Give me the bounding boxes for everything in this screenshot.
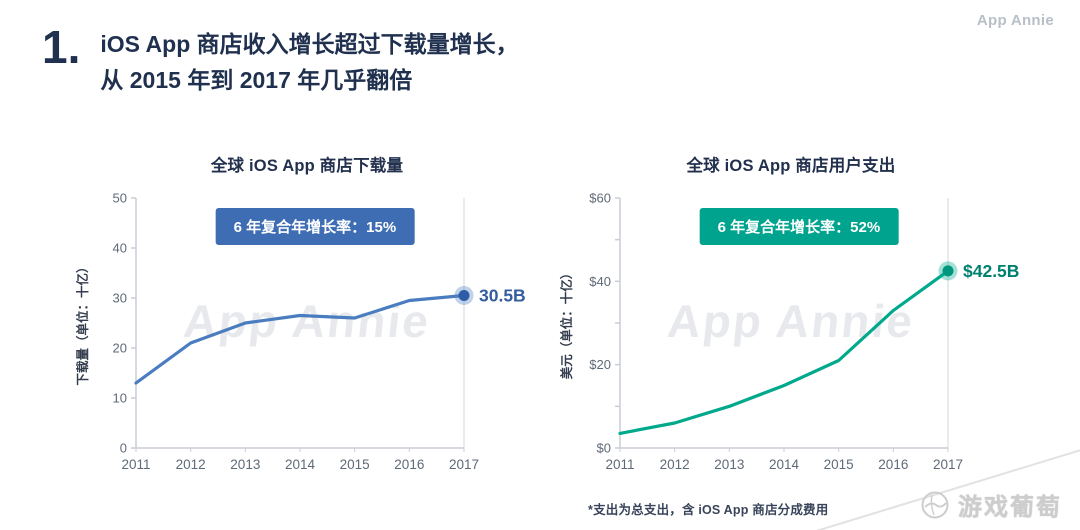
downloads-line-chart-svg: 0 10 20 30 40 50 2011 2012 2013 2014 2015 2016 2017 下… [75,191,526,473]
cagr-badge-spend: 6 年复合年增长率：52% [699,208,899,245]
slide-number: 1. [42,21,81,73]
page-title: iOS App 商店收入增长超过下载量增长， 从 2015 年到 2017 年几… [100,26,518,98]
downloads-chart-body: App Annie 6 年复合年增长率：15% 0 10 20 30 40 50 2011 2… [72,184,542,484]
svg-text:2012: 2012 [660,457,690,472]
svg-text:40: 40 [113,241,127,256]
svg-text:20: 20 [113,341,127,356]
charts-row: 全球 iOS App 商店下载量 App Annie 6 年复合年增长率：15%… [72,152,1026,484]
spend-line-chart-svg: $0 $20 $40 $60 2011 2012 2013 2014 2015 2016 2017 美… [559,191,1019,473]
svg-text:美元（单位：十亿）: 美元（单位：十亿） [559,267,574,380]
page-title-line2: 从 2015 年到 2017 年几乎翻倍 [100,67,413,93]
svg-text:2016: 2016 [878,457,908,472]
footnote: *支出为总支出，含 iOS App 商店分成费用 [588,503,829,517]
svg-text:2015: 2015 [824,457,854,472]
svg-text:2011: 2011 [605,457,634,472]
svg-text:2011: 2011 [121,457,150,472]
svg-text:30.5B: 30.5B [479,286,526,306]
cagr-badge-downloads: 6 年复合年增长率：15% [215,208,415,245]
svg-text:2015: 2015 [340,457,370,472]
spend-chart-title: 全球 iOS App 商店用户支出 [686,157,896,175]
svg-text:2012: 2012 [176,457,206,472]
svg-text:$42.5B: $42.5B [963,261,1019,281]
svg-text:50: 50 [113,191,127,206]
spend-chart-body: App Annie 6 年复合年增长率：52% $0 $20 $40 $60 2011 2… [556,184,1026,484]
svg-text:2017: 2017 [449,457,479,472]
svg-text:$60: $60 [589,191,611,206]
svg-text:2014: 2014 [285,457,316,472]
svg-text:2013: 2013 [714,457,744,472]
svg-text:2016: 2016 [394,457,424,472]
svg-text:2017: 2017 [933,457,963,472]
svg-text:$20: $20 [589,357,611,372]
corner-logo: 游戏葡萄 [920,487,1062,522]
svg-text:$0: $0 [597,441,611,456]
corner-logo-text: 游戏葡萄 [958,494,1062,521]
svg-text:$40: $40 [589,274,611,289]
svg-text:0: 0 [120,441,127,456]
downloads-chart-title: 全球 iOS App 商店下载量 [210,157,404,175]
page-title-line1: iOS App 商店收入增长超过下载量增长， [100,31,519,57]
svg-text:10: 10 [113,391,127,406]
app-annie-logo: App Annie [976,12,1054,29]
header: 1. iOS App 商店收入增长超过下载量增长， 从 2015 年到 2017… [42,20,519,98]
svg-text:2014: 2014 [769,457,800,472]
svg-text:30: 30 [113,291,127,306]
grape-globe-icon [920,490,950,520]
svg-text:2013: 2013 [230,457,260,472]
svg-text:下载量（单位：十亿）: 下载量（单位：十亿） [75,260,90,385]
downloads-chart: 全球 iOS App 商店下载量 App Annie 6 年复合年增长率：15%… [72,152,542,484]
spend-chart: 全球 iOS App 商店用户支出 App Annie 6 年复合年增长率：52… [556,152,1026,484]
